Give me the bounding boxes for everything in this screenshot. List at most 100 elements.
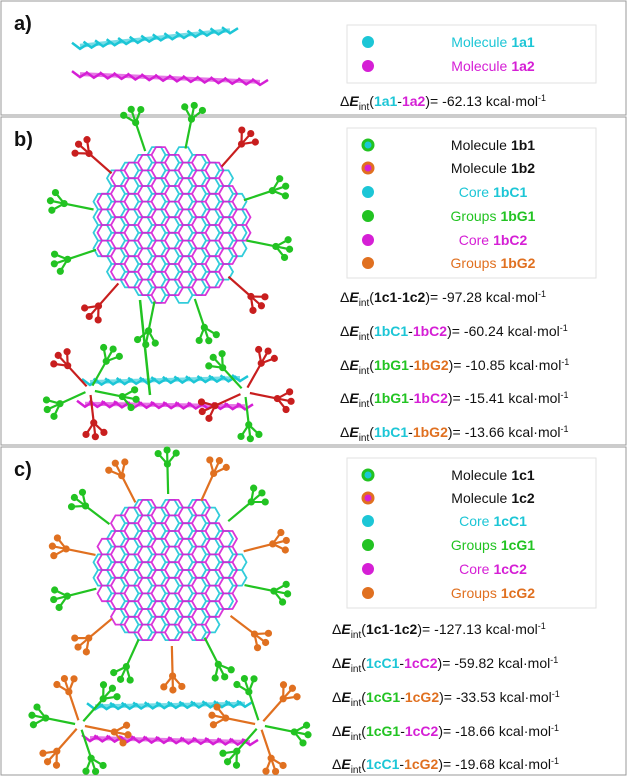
substituent-group: [69, 490, 109, 524]
atom: [86, 636, 91, 641]
atom: [259, 490, 264, 495]
delta: Δ: [340, 289, 349, 305]
substituent-group: [201, 457, 228, 500]
atom: [82, 305, 87, 310]
substituent-group: [29, 705, 75, 728]
legend-id: 1bG1: [500, 208, 535, 224]
legend-entry: Groups1bG2: [451, 255, 536, 271]
paren: )=: [425, 93, 438, 109]
subscript: int: [351, 765, 362, 776]
paren: )=: [447, 323, 460, 339]
substituent-group: [244, 176, 288, 200]
atom: [129, 405, 134, 410]
legend-id: 1a1: [511, 34, 535, 50]
subscript: int: [359, 102, 370, 113]
atom: [44, 397, 49, 402]
page: a)Molecule1a1Molecule1a2ΔEint(1a1-1a2)=-…: [0, 0, 627, 776]
atom: [275, 396, 280, 401]
atom: [64, 546, 69, 551]
atom: [135, 337, 140, 342]
atom: [110, 686, 115, 691]
interaction-energy: ΔEint(1bC1-1bG2)=-13.66kcal·mol-1: [340, 424, 569, 444]
paren: )=: [439, 689, 452, 705]
atom: [52, 261, 57, 266]
atom: [101, 763, 106, 768]
atom: [138, 107, 143, 112]
atom: [182, 104, 187, 109]
atom: [199, 399, 204, 404]
atom: [259, 303, 264, 308]
legend-entry: Molecule1c1: [451, 467, 535, 483]
substituent-group: [263, 682, 299, 721]
atom: [246, 422, 251, 427]
legend-prefix: Groups: [451, 208, 497, 224]
bond: [68, 250, 96, 260]
atom: [200, 108, 205, 113]
bond: [231, 616, 255, 634]
substituent-group: [222, 128, 258, 167]
subscript: int: [351, 664, 362, 675]
atom: [132, 387, 137, 392]
substituent-group: [111, 639, 138, 682]
atom: [52, 587, 57, 592]
paren: )=: [448, 424, 461, 440]
atom: [252, 676, 257, 681]
substituent-group: [234, 676, 258, 720]
atom: [277, 176, 282, 181]
atom: [93, 769, 98, 774]
atom: [170, 673, 175, 678]
atom: [121, 740, 126, 745]
substituent-group: [228, 486, 267, 522]
legend-prefix: Core: [459, 184, 490, 200]
legend-prefix: Core: [459, 513, 490, 529]
figure: a)Molecule1a1Molecule1a2ΔEint(1a1-1a2)=-…: [0, 0, 627, 776]
atom: [57, 401, 62, 406]
atom: [284, 582, 289, 587]
atom: [220, 365, 225, 370]
unit: kcal·mol: [500, 689, 552, 705]
bond: [86, 506, 110, 524]
subscript: int: [359, 298, 370, 309]
atom: [200, 409, 205, 414]
legend-id: 1a2: [511, 58, 535, 74]
atom: [45, 407, 50, 412]
substituent-group: [51, 349, 86, 386]
atom: [301, 740, 306, 745]
bond: [68, 366, 87, 387]
atom: [83, 769, 88, 774]
atom: [234, 749, 239, 754]
fragment: 1c2: [394, 621, 418, 637]
interaction-energy: ΔEint(1c1-1c2)=-127.13kcal·mol-1: [332, 621, 546, 641]
substituent-group: [48, 190, 94, 213]
bond: [246, 397, 249, 425]
atom: [266, 631, 271, 636]
atom: [29, 713, 34, 718]
bond: [228, 277, 250, 297]
atom: [126, 732, 131, 737]
atom: [51, 414, 56, 419]
fragment: 1c1: [374, 289, 398, 305]
atom: [222, 674, 227, 679]
atom: [251, 486, 256, 491]
energy-value: -18.66: [455, 723, 495, 739]
substituent-group: [247, 347, 276, 388]
atom: [207, 457, 212, 462]
delta: Δ: [340, 424, 349, 440]
superscript: -1: [550, 655, 558, 665]
bond: [205, 638, 219, 665]
atom: [295, 694, 300, 699]
bond: [262, 730, 272, 758]
atom: [283, 548, 288, 553]
bond: [172, 646, 173, 676]
bond: [244, 544, 273, 551]
bond: [82, 730, 92, 758]
atom: [49, 208, 54, 213]
atom: [211, 722, 216, 727]
legend-entry: Core1cC2: [459, 561, 527, 577]
atom: [253, 140, 258, 145]
atom: [85, 137, 90, 142]
substituent-group: [52, 250, 96, 274]
superscript: -1: [560, 323, 568, 333]
atom: [89, 756, 94, 761]
legend-prefix: Groups: [451, 255, 497, 271]
